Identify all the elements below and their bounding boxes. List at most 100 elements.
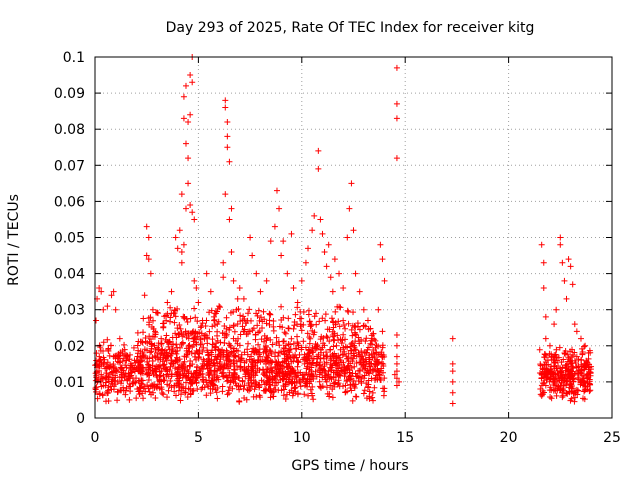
data-point — [561, 350, 568, 357]
data-point — [273, 187, 280, 194]
data-point — [582, 360, 589, 367]
data-point — [360, 306, 367, 313]
data-point — [369, 389, 376, 396]
data-point — [563, 378, 570, 385]
data-point — [96, 285, 103, 292]
data-point — [167, 304, 174, 311]
data-point — [270, 387, 277, 394]
data-point — [177, 397, 184, 404]
data-point — [571, 321, 578, 328]
data-point — [188, 330, 195, 337]
data-point — [334, 303, 341, 310]
data-point — [142, 338, 149, 345]
data-point — [326, 338, 333, 345]
data-point — [546, 342, 553, 349]
data-point — [173, 392, 180, 399]
data-point — [315, 351, 322, 358]
data-point — [243, 368, 250, 375]
data-point — [269, 373, 276, 380]
data-point — [375, 368, 382, 375]
data-point — [241, 359, 248, 366]
data-point — [558, 359, 565, 366]
data-point — [139, 350, 146, 357]
data-point — [300, 338, 307, 345]
data-point — [100, 339, 107, 346]
data-point — [305, 311, 312, 318]
data-point — [172, 313, 179, 320]
data-point — [148, 382, 155, 389]
data-point — [282, 382, 289, 389]
data-point — [144, 355, 151, 362]
data-point — [207, 288, 214, 295]
data-point — [184, 319, 191, 326]
data-point — [289, 353, 296, 360]
data-point — [93, 372, 100, 379]
data-point — [567, 371, 574, 378]
data-point — [310, 375, 317, 382]
data-point — [96, 390, 103, 397]
data-point — [280, 344, 287, 351]
data-point — [193, 356, 200, 363]
data-point — [224, 378, 231, 385]
data-point — [155, 345, 162, 352]
data-point — [246, 306, 253, 313]
data-point — [273, 368, 280, 375]
data-point — [215, 353, 222, 360]
data-point — [237, 363, 244, 370]
data-point — [370, 330, 377, 337]
data-point — [163, 349, 170, 356]
data-point — [211, 367, 218, 374]
data-point — [291, 322, 298, 329]
data-point — [348, 354, 355, 361]
data-point — [372, 362, 379, 369]
data-point — [204, 382, 211, 389]
data-point — [116, 335, 123, 342]
y-tick-label: 0.1 — [63, 50, 85, 66]
data-point — [584, 375, 591, 382]
data-point — [177, 344, 184, 351]
data-point — [252, 336, 259, 343]
data-point — [295, 342, 302, 349]
data-point — [135, 368, 142, 375]
data-point — [298, 277, 305, 284]
data-point — [333, 354, 340, 361]
data-point — [209, 386, 216, 393]
data-point — [208, 378, 215, 385]
data-point — [195, 354, 202, 361]
data-point — [204, 347, 211, 354]
data-point — [193, 363, 200, 370]
data-point — [242, 373, 249, 380]
y-tick-label: 0.04 — [54, 267, 85, 283]
data-point — [152, 346, 159, 353]
y-tick-label: 0.06 — [54, 194, 85, 210]
data-point — [449, 400, 456, 407]
data-point — [179, 363, 186, 370]
data-point — [330, 324, 337, 331]
data-point — [220, 373, 227, 380]
data-point — [219, 373, 226, 380]
x-tick-label: 25 — [603, 430, 621, 446]
data-point — [224, 391, 231, 398]
data-point — [359, 363, 366, 370]
data-point — [296, 351, 303, 358]
data-point — [288, 230, 295, 237]
data-point — [566, 366, 573, 373]
data-point — [393, 64, 400, 71]
data-point — [275, 379, 282, 386]
data-point — [118, 365, 125, 372]
data-point — [380, 361, 387, 368]
data-point — [291, 384, 298, 391]
data-point — [276, 323, 283, 330]
data-point — [178, 259, 185, 266]
data-point — [149, 367, 156, 374]
data-point — [371, 384, 378, 391]
data-point — [341, 322, 348, 329]
data-point — [208, 307, 215, 314]
data-point — [365, 381, 372, 388]
data-point — [270, 318, 277, 325]
data-point — [222, 191, 229, 198]
data-point — [104, 359, 111, 366]
data-point — [366, 370, 373, 377]
data-point — [292, 345, 299, 352]
data-point — [581, 387, 588, 394]
